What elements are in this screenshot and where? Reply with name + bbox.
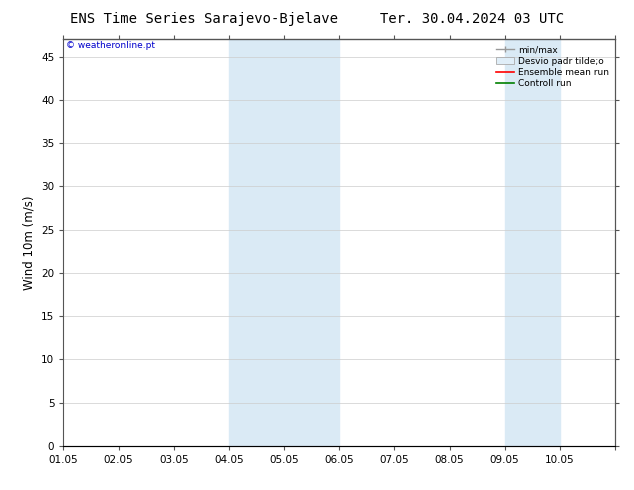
Bar: [229, 39, 284, 446]
Y-axis label: Wind 10m (m/s): Wind 10m (m/s): [23, 196, 36, 290]
Bar: [505, 39, 560, 446]
Bar: [284, 39, 339, 446]
Text: ENS Time Series Sarajevo-Bjelave     Ter. 30.04.2024 03 UTC: ENS Time Series Sarajevo-Bjelave Ter. 30…: [70, 12, 564, 26]
Legend: min/max, Desvio padr tilde;o, Ensemble mean run, Controll run: min/max, Desvio padr tilde;o, Ensemble m…: [494, 44, 611, 90]
Text: © weatheronline.pt: © weatheronline.pt: [66, 41, 155, 50]
